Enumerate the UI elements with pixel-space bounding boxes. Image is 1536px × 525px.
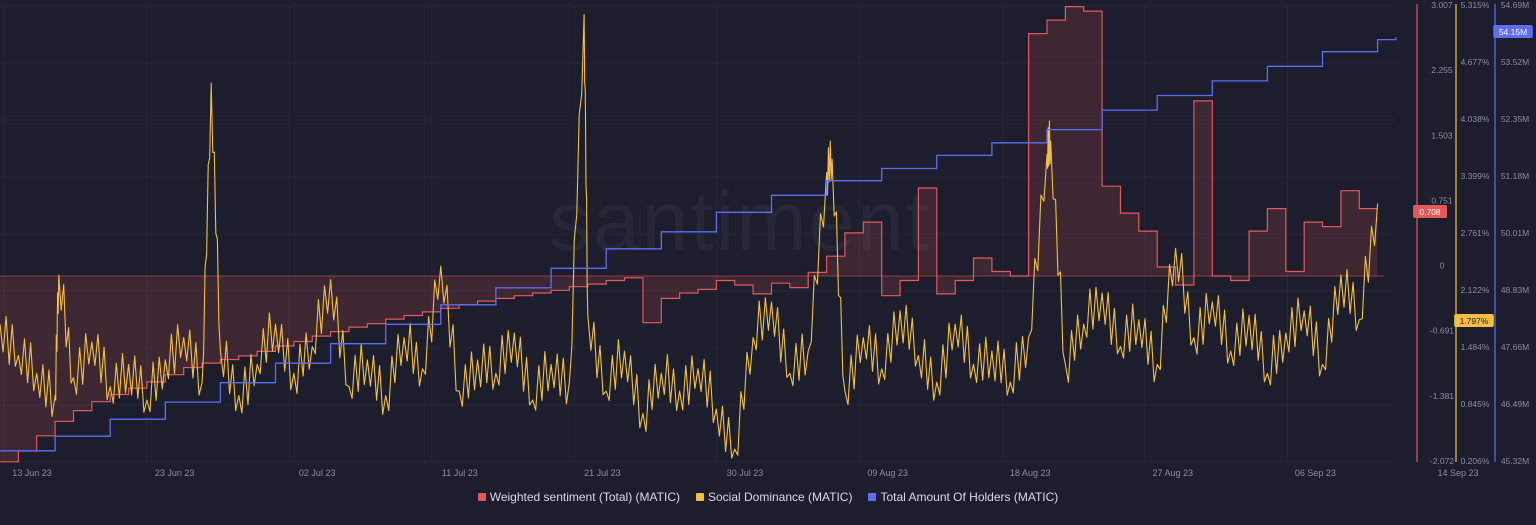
holders-tick-label: 46.49M bbox=[1501, 399, 1529, 409]
x-tick-label: 06 Sep 23 bbox=[1295, 468, 1336, 478]
legend-label-dominance: Social Dominance (MATIC) bbox=[707, 490, 853, 504]
dominance-swatch bbox=[695, 493, 704, 501]
sentiment-tick-label: -2.072 bbox=[1430, 456, 1454, 466]
holders-value-badge: 54.15M bbox=[1499, 27, 1527, 37]
dominance-tick-label: 5.315% bbox=[1461, 0, 1490, 10]
sentiment-value-badge-bg bbox=[1413, 205, 1447, 218]
santiment-watermark: santiment bbox=[549, 174, 931, 268]
sentiment-area bbox=[0, 6, 1384, 462]
sentiment-tick-label: 2.255 bbox=[1431, 65, 1453, 75]
series-lines bbox=[0, 6, 1397, 463]
dominance-tick-label: 2.761% bbox=[1461, 228, 1490, 238]
legend-label-sentiment: Weighted sentiment (Total) (MATIC) bbox=[489, 490, 680, 504]
x-tick-label: 21 Jul 23 bbox=[584, 468, 621, 478]
sentiment-tick-label: 3.007 bbox=[1431, 0, 1453, 10]
sentiment-tick-label: -1.381 bbox=[1430, 391, 1454, 401]
sentiment-tick-label: 1.503 bbox=[1431, 130, 1453, 140]
dominance-tick-label: 1.484% bbox=[1461, 342, 1490, 352]
holders-tick-label: 51.18M bbox=[1501, 171, 1529, 181]
x-tick-label: 18 Aug 23 bbox=[1010, 468, 1051, 478]
axes: 13 Jun 23 23 Jun 23 02 Jul 23 11 Jul 23 21 J… bbox=[12, 0, 1533, 478]
sentiment-tick-label: 0 bbox=[1440, 261, 1445, 271]
x-tick-label: 23 Jun 23 bbox=[155, 468, 195, 478]
sentiment-tick-label: -0.691 bbox=[1430, 326, 1454, 336]
dominance-tick-label: 4.038% bbox=[1461, 114, 1490, 124]
legend: Weighted sentiment (Total) (MATIC) Socia… bbox=[0, 490, 1536, 504]
dominance-tick-label: 0.845% bbox=[1461, 399, 1490, 409]
watermark-layer: santiment bbox=[549, 174, 931, 268]
sentiment-value-badge: 0.708 bbox=[1419, 207, 1441, 217]
sentiment-swatch bbox=[477, 493, 486, 501]
holders-tick-label: 47.66M bbox=[1501, 342, 1529, 352]
dominance-tick-label: 3.399% bbox=[1461, 171, 1490, 181]
sentiment-tick-label: 0.751 bbox=[1431, 195, 1453, 205]
holders-tick-label: 45.32M bbox=[1501, 456, 1529, 466]
x-tick-label: 27 Aug 23 bbox=[1153, 468, 1194, 478]
holders-tick-label: 52.35M bbox=[1501, 114, 1529, 124]
gridlines bbox=[0, 5, 1431, 463]
legend-item-holders[interactable]: Total Amount Of Holders (MATIC) bbox=[868, 490, 1058, 504]
x-tick-label: 13 Jun 23 bbox=[12, 468, 52, 478]
holders-tick-label: 48.83M bbox=[1501, 285, 1529, 295]
x-tick-label: 02 Jul 23 bbox=[299, 468, 336, 478]
sentiment-area-fill bbox=[0, 6, 1378, 462]
sentiment-line bbox=[0, 6, 1378, 463]
x-tick-label: 14 Sep 23 bbox=[1437, 468, 1478, 478]
holders-value-badge-bg bbox=[1493, 25, 1533, 38]
holders-swatch bbox=[868, 493, 877, 501]
dominance-tick-label: 2.122% bbox=[1461, 285, 1490, 295]
dominance-tick-label: 4.677% bbox=[1461, 57, 1490, 67]
holders-tick-label: 54.69M bbox=[1501, 0, 1529, 10]
x-tick-label: 09 Aug 23 bbox=[867, 468, 908, 478]
dominance-tick-label: 0.206% bbox=[1461, 456, 1490, 466]
holders-tick-label: 53.52M bbox=[1501, 57, 1529, 67]
holders-tick-label: 50.01M bbox=[1501, 228, 1529, 238]
legend-item-sentiment[interactable]: Weighted sentiment (Total) (MATIC) bbox=[477, 490, 680, 504]
legend-item-dominance[interactable]: Social Dominance (MATIC) bbox=[695, 490, 853, 504]
x-tick-label: 30 Jul 23 bbox=[727, 468, 764, 478]
dominance-value-badge-bg bbox=[1454, 314, 1494, 327]
legend-label-holders: Total Amount Of Holders (MATIC) bbox=[880, 490, 1059, 504]
dominance-value-badge: 1.797% bbox=[1460, 316, 1489, 326]
social-dominance-line bbox=[0, 13, 1379, 459]
holders-line bbox=[0, 37, 1397, 452]
x-tick-label: 11 Jul 23 bbox=[442, 468, 478, 478]
